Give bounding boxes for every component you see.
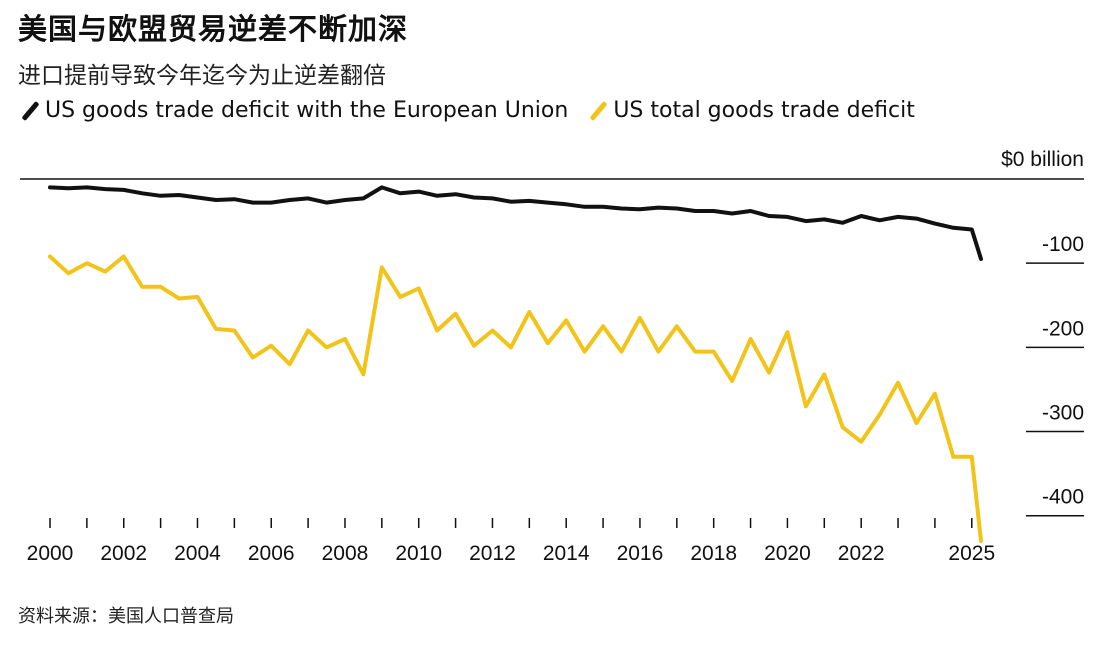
- x-tick-label: 2006: [248, 542, 295, 565]
- chart-subtitle: 进口提前导致今年迄今为止逆差翻倍: [18, 63, 386, 89]
- x-tick-label: 2000: [27, 542, 74, 565]
- series-line-total: [48, 254, 983, 543]
- y-tick-label: -400: [1042, 486, 1084, 509]
- x-tick-label: 2022: [838, 542, 885, 565]
- x-tick-label: 2025: [948, 542, 995, 565]
- legend-item-eu: US goods trade deficit with the European…: [18, 98, 568, 123]
- y-tick-label: -200: [1042, 317, 1084, 340]
- x-tick-label: 2020: [764, 542, 811, 565]
- series-line-eu: [48, 185, 983, 261]
- source-note: 资料来源：美国人口普查局: [18, 606, 234, 627]
- x-tick-label: 2004: [174, 542, 221, 565]
- chart-title: 美国与欧盟贸易逆差不断加深: [18, 12, 409, 46]
- y-unit-label: $0 billion: [1001, 148, 1084, 171]
- x-tick-label: 2008: [322, 542, 369, 565]
- x-tick-label: 2016: [617, 542, 664, 565]
- x-tick-label: 2018: [690, 542, 737, 565]
- legend-label-total: US total goods trade deficit: [613, 98, 915, 123]
- x-tick-label: 2014: [543, 542, 590, 565]
- y-tick-label: -300: [1042, 402, 1084, 425]
- legend-item-total: US total goods trade deficit: [586, 98, 915, 123]
- x-tick-label: 2010: [395, 542, 442, 565]
- legend: US goods trade deficit with the European…: [18, 98, 933, 123]
- legend-label-eu: US goods trade deficit with the European…: [45, 98, 569, 123]
- x-tick-label: 2002: [100, 542, 147, 565]
- x-tick-label: 2012: [469, 542, 516, 565]
- y-tick-label: -100: [1042, 233, 1084, 256]
